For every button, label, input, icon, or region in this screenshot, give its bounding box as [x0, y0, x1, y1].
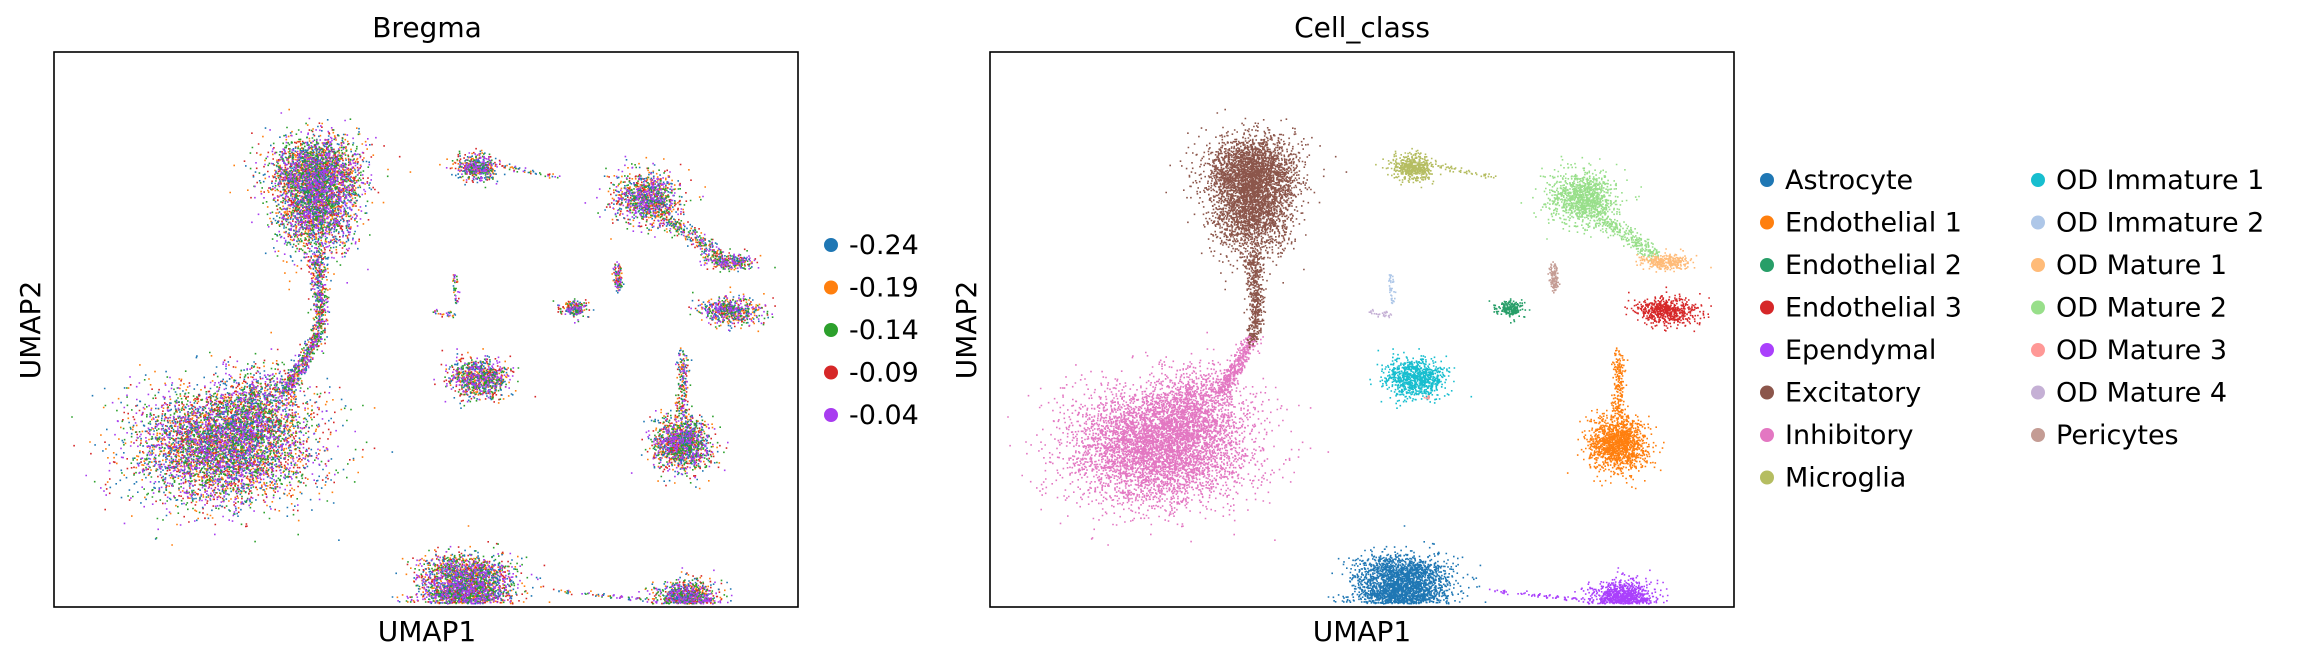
- scatter-points: [1388, 274, 1397, 305]
- legend-label: OD Mature 2: [2056, 293, 2227, 324]
- legend-marker: [824, 323, 838, 337]
- legend-marker: [1760, 343, 1774, 357]
- legend-marker: [824, 365, 838, 380]
- scatter-points: [85, 112, 773, 605]
- legend-marker: [2031, 215, 2045, 230]
- legend-label: OD Immature 2: [2056, 208, 2264, 239]
- legend-label: OD Mature 4: [2056, 378, 2227, 409]
- scatter-points: [73, 122, 776, 605]
- cell-class-panel: Cell_class UMAP1 UMAP2 Astrocyte Endothel…: [950, 11, 2264, 648]
- scatter-points: [1327, 525, 1487, 605]
- legend-label: OD Mature 1: [2056, 250, 2227, 281]
- bregma-title: Bregma: [372, 11, 482, 44]
- legend-marker: [824, 238, 838, 252]
- scatter-points: [1488, 567, 1669, 605]
- bregma-ylabel: UMAP2: [14, 281, 47, 380]
- scatter-points: [1007, 331, 1330, 546]
- scatter-points: [1624, 286, 1712, 333]
- legend-marker: [2031, 300, 2045, 315]
- scatter-points: [71, 118, 776, 605]
- legend-marker: [1760, 258, 1774, 272]
- legend-label: Inhibitory: [1785, 420, 1914, 451]
- bregma-panel: Bregma UMAP1 UMAP2 -0.24-0.19-0.14-0.09-…: [14, 11, 919, 648]
- bregma-xlabel: UMAP1: [378, 615, 477, 648]
- legend-label: Astrocyte: [1785, 165, 1913, 196]
- scatter-points: [1375, 147, 1497, 189]
- legend-label: OD Immature 1: [2056, 165, 2264, 196]
- legend-label: Endothelial 2: [1785, 250, 1962, 281]
- cell-class-points: [1007, 108, 1712, 605]
- cell-class-title: Cell_class: [1294, 11, 1430, 44]
- legend-label: -0.09: [849, 358, 919, 389]
- scatter-points: [89, 108, 765, 605]
- scatter-points: [1165, 108, 1348, 349]
- scatter-points: [1369, 348, 1473, 409]
- bregma-plot-frame: [53, 51, 799, 608]
- legend-marker: [2031, 343, 2045, 357]
- legend-label: Excitatory: [1785, 378, 1921, 409]
- legend-label: -0.19: [849, 273, 919, 304]
- scatter-points: [1635, 248, 1712, 273]
- legend-label: Endothelial 3: [1785, 293, 1962, 324]
- legend-label: -0.04: [849, 400, 919, 431]
- legend-marker: [1760, 385, 1774, 400]
- legend-label: -0.24: [849, 230, 919, 261]
- legend-label: Pericytes: [2056, 420, 2179, 451]
- legend-marker: [1760, 428, 1774, 442]
- legend-label: OD Mature 3: [2056, 335, 2227, 366]
- legend-marker: [1760, 470, 1774, 485]
- cell-class-plot-frame: [989, 51, 1735, 608]
- cell-class-xlabel: UMAP1: [1313, 615, 1412, 648]
- scatter-points: [1566, 347, 1665, 490]
- legend-marker: [2031, 385, 2045, 400]
- legend-marker: [2031, 428, 2045, 442]
- scatter-points: [1547, 261, 1561, 294]
- scatter-points: [1520, 155, 1661, 262]
- legend-marker: [1760, 300, 1774, 315]
- scatter-points: [1488, 298, 1531, 324]
- scatter-points: [91, 119, 769, 605]
- legend-label: -0.14: [849, 315, 919, 346]
- legend-marker: [824, 408, 838, 422]
- legend-marker: [824, 280, 838, 295]
- legend-marker: [2031, 173, 2045, 187]
- bregma-points: [71, 108, 776, 605]
- legend-marker: [1760, 215, 1774, 230]
- scatter-points: [1368, 308, 1393, 319]
- legend-marker: [2031, 258, 2045, 272]
- legend-marker: [1760, 173, 1774, 187]
- cell-class-ylabel: UMAP2: [950, 281, 983, 380]
- cell-class-legend: Astrocyte Endothelial 1 Endothelial 2 Endot…: [1760, 165, 2264, 494]
- bregma-legend: -0.24 -0.19 -0.14 -0.09 -0.04: [824, 230, 919, 431]
- legend-label: Microglia: [1785, 463, 1906, 494]
- legend-label: Endothelial 1: [1785, 208, 1962, 239]
- legend-label: Ependymal: [1785, 335, 1936, 366]
- scatter-points: [1423, 395, 1430, 400]
